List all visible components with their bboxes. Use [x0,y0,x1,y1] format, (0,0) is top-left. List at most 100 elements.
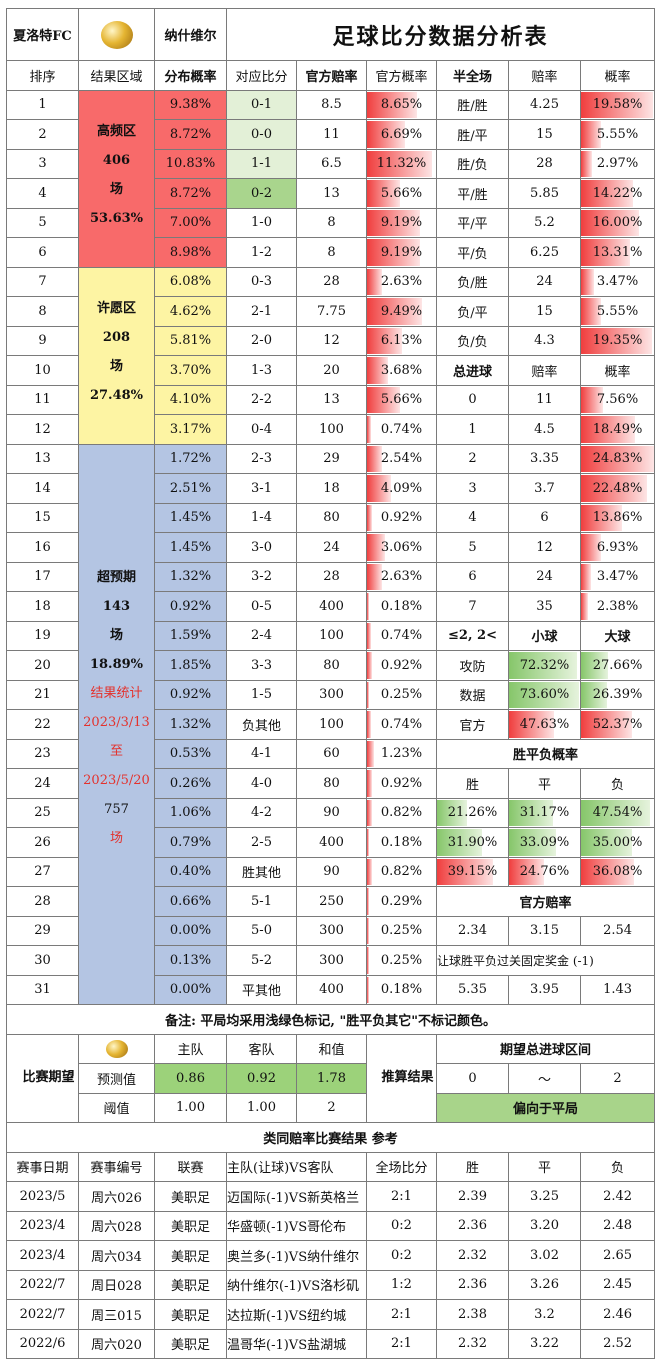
similar-cell: 2:1 [366,1181,437,1212]
halffull-prob-text: 19.35% [592,333,643,349]
score-cell: 4-2 [226,797,297,828]
stat-to: 至 [109,743,123,759]
official-odds: 18 [296,473,367,504]
similar-cell: 达拉斯(-1)VS纽约城 [226,1299,367,1330]
official-prob-text: 4.09% [380,480,423,496]
official-prob-bar [367,652,373,679]
official-prob-bar [367,180,400,207]
score-cell: 4-0 [226,768,297,799]
official-prob: 3.06% [366,532,437,563]
similar-cell: 2.52 [579,1328,656,1359]
official-prob: 9.19% [366,207,437,238]
similar-header: 胜 [436,1151,509,1182]
official-odds: 250 [296,886,367,917]
official-prob: 0.92% [366,768,437,799]
handicap-label: 让球胜平负过关固定奖金 (-1) [435,945,656,976]
ou-source: 官方 [436,709,509,740]
row-index: 1 [6,89,79,120]
goals-prob-bar [581,416,636,443]
official-prob-bar [367,445,382,472]
similar-cell: 华盛顿(-1)VS哥伦布 [226,1210,367,1241]
football-icon-cell [78,1033,155,1064]
score-cell: 1-5 [226,679,297,710]
score-cell: 5-1 [226,886,297,917]
football-icon [100,20,133,49]
goals-odds-header: 赔率 [508,355,581,386]
big-ball-prob: 52.37% [579,709,656,740]
similar-cell: 2022/7 [6,1299,79,1330]
halffull-prob-bar [581,298,602,325]
home-label: 主队 [154,1033,227,1064]
football-icon-cell [78,8,155,61]
official-odds: 300 [296,915,367,946]
wdl-prob: 24.76% [508,856,581,887]
goals-prob-bar [581,386,604,413]
official-odds: 400 [296,591,367,622]
goals-prob-bar [581,475,647,502]
wdl-prob-bar [509,829,556,856]
row-index: 31 [6,974,79,1005]
official-prob-text: 0.74% [380,628,423,644]
similar-cell: 温哥华(-1)VS盐湖城 [226,1328,367,1359]
total-goals: 4 [436,502,509,533]
halffull-prob: 13.31% [579,237,656,268]
big-ball-prob-bar [581,711,633,738]
range-low: 0 [436,1063,509,1094]
row-index: 23 [6,738,79,769]
distribution-prob: 0.13% [154,945,227,976]
official-prob-bar [367,239,420,266]
distribution-prob: 2.51% [154,473,227,504]
distribution-prob: 0.00% [154,974,227,1005]
score-cell: 平其他 [226,974,297,1005]
similar-cell: 周六034 [78,1240,155,1271]
big-ball-prob: 26.39% [579,679,656,710]
official-odds: 11 [296,119,367,150]
similar-header: 负 [579,1151,656,1182]
big-ball-prob-text: 27.66% [592,657,643,673]
similar-cell: 3.22 [508,1328,581,1359]
official-prob: 6.69% [366,119,437,150]
small-ball-header: 小球 [508,620,581,651]
similar-header: 赛事日期 [6,1151,79,1182]
official-odds: 80 [296,502,367,533]
similar-cell: 周三015 [78,1299,155,1330]
col-header-odds: 官方赔率 [296,60,367,91]
official-prob: 4.09% [366,473,437,504]
distribution-prob: 1.85% [154,650,227,681]
official-prob-text: 9.19% [380,244,423,260]
score-cell: 3-0 [226,532,297,563]
official-odds: 20 [296,355,367,386]
similar-cell: 纳什维尔(-1)VS洛杉矶 [226,1269,367,1300]
row-index: 30 [6,945,79,976]
row-index: 11 [6,384,79,415]
zone-unit: 场 [109,181,123,197]
ou-source: 数据 [436,679,509,710]
halffull-prob-text: 16.00% [592,215,643,231]
calc-label: 推算结果 [366,1033,437,1123]
official-prob: 9.49% [366,296,437,327]
big-ball-prob-bar [581,652,608,679]
big-ball-prob-text: 52.37% [592,716,643,732]
total-goals: 7 [436,591,509,622]
score-cell: 负其他 [226,709,297,740]
goals-prob: 22.48% [579,473,656,504]
similar-header: 平 [508,1151,581,1182]
row-index: 24 [6,768,79,799]
goals-prob-text: 2.38% [596,598,639,614]
official-prob-text: 0.18% [380,982,423,998]
predict-value: 0.86 [154,1063,227,1094]
official-prob-text: 0.29% [380,893,423,909]
similar-cell: 2.39 [436,1181,509,1212]
row-index: 9 [6,325,79,356]
similar-cell: 3.26 [508,1269,581,1300]
official-prob-bar [367,829,370,856]
threshold-value: 1.00 [154,1092,227,1123]
halffull-odds: 28 [508,148,581,179]
goals-prob-text: 24.83% [592,451,643,467]
official-prob-bar [367,888,370,915]
official-prob-bar [367,268,383,295]
official-prob-text: 0.25% [380,923,423,939]
goals-prob-bar [581,593,588,620]
football-icon [105,1039,128,1058]
row-index: 2 [6,119,79,150]
